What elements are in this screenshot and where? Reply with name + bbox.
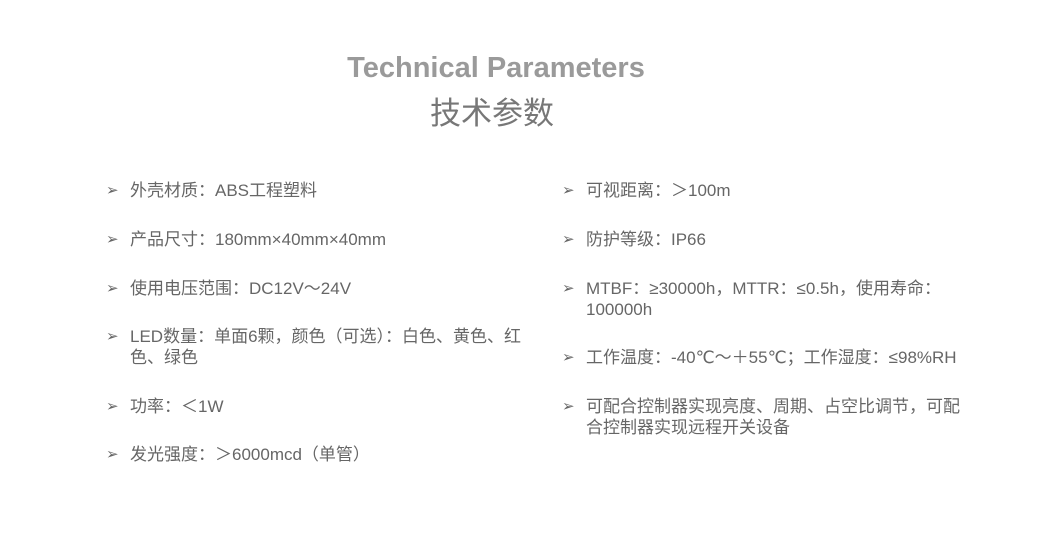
spec-text: 产品尺寸：180mm×40mm×40mm [130, 230, 387, 249]
title-english: Technical Parameters [347, 52, 645, 84]
spec-text: 工作温度：-40℃～＋55℃；工作湿度：≤98%RH [586, 348, 957, 367]
spec-text: 可配合控制器实现亮度、周期、占空比调节，可配合控制器实现远程开关设备 [586, 397, 960, 437]
arrow-bullet-icon: ➢ [106, 446, 119, 463]
arrow-bullet-icon: ➢ [106, 231, 119, 248]
arrow-bullet-icon: ➢ [562, 349, 575, 366]
arrow-bullet-icon: ➢ [106, 398, 119, 415]
spec-text: MTBF：≥30000h，MTTR：≤0.5h，使用寿命：100000h [586, 279, 941, 319]
spec-text: 使用电压范围：DC12V～24V [130, 279, 352, 298]
arrow-bullet-icon: ➢ [106, 280, 119, 297]
arrow-bullet-icon: ➢ [562, 231, 575, 248]
spec-text: 外壳材质：ABS工程塑料 [130, 181, 318, 200]
spec-text: 防护等级：IP66 [586, 230, 706, 249]
spec-text: 功率：＜1W [130, 397, 224, 416]
arrow-bullet-icon: ➢ [106, 182, 119, 199]
arrow-bullet-icon: ➢ [106, 328, 119, 345]
arrow-bullet-icon: ➢ [562, 398, 575, 415]
spec-text: 可视距离：＞100m [586, 181, 731, 200]
spec-text: LED数量：单面6颗，颜色（可选）：白色、黄色、红色、绿色 [130, 327, 522, 367]
arrow-bullet-icon: ➢ [562, 182, 575, 199]
spec-text: 发光强度：＞6000mcd（单管） [130, 445, 370, 464]
arrow-bullet-icon: ➢ [562, 280, 575, 297]
title-chinese: 技术参数 [430, 96, 554, 132]
